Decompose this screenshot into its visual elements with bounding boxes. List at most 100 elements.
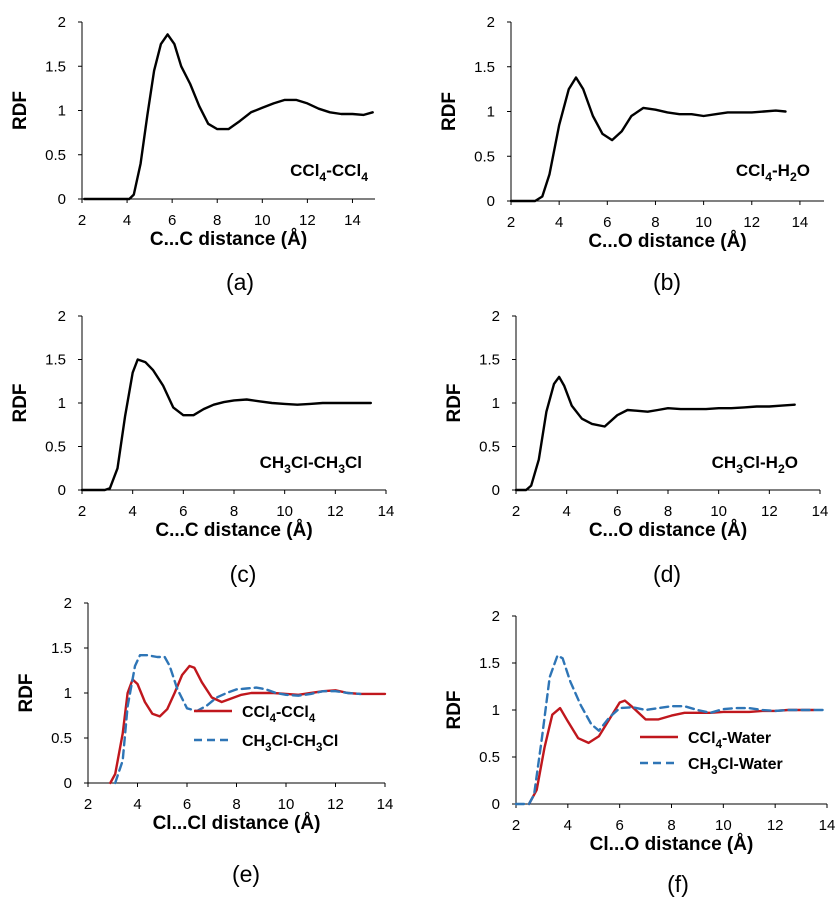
y-tick-label: 0.5 [51, 730, 72, 747]
x-tick-label: 10 [710, 503, 727, 520]
text-segment: Cl-CH [272, 733, 316, 750]
x-tick-label: 2 [512, 503, 520, 520]
legend-entry: CH3Cl-Water [688, 756, 783, 777]
y-tick-label: 2 [492, 308, 500, 325]
subscript-segment: 4 [361, 170, 368, 184]
panel-label: (b) [653, 269, 681, 295]
x-tick-label: 12 [299, 212, 316, 229]
text-segment: CCl [736, 161, 765, 180]
rdf-panel-c: 0 0.5 1 1.5 2 2 4 6 8 10 12 14 C...C distance (Å) RDF… [10, 308, 394, 587]
x-axis-label: C...C distance (Å) [155, 520, 312, 541]
rdf-panel-b: 0 0.5 1 1.5 2 2 4 6 8 10 12 14 C...O distance (Å) RDF… [439, 14, 824, 295]
y-tick-label: 1 [64, 685, 72, 702]
y-axis-label: RDF [16, 673, 37, 712]
series-line-1 [83, 33, 374, 201]
text-segment: CCl [242, 704, 270, 721]
text-segment: Cl-H [743, 453, 778, 472]
y-tick-label: 1 [58, 103, 66, 120]
pair-annotation: CH3Cl-H2O [712, 453, 798, 476]
x-tick-label: 4 [555, 214, 563, 231]
y-tick-label: 1 [58, 395, 66, 412]
pair-annotation: CCl4-CCl4 [290, 161, 368, 184]
text-segment: Cl [322, 733, 338, 750]
y-tick-label: 1.5 [474, 59, 495, 76]
text-segment: Cl-CH [291, 453, 338, 472]
x-tick-label: 6 [183, 796, 191, 813]
x-tick-label: 10 [695, 214, 712, 231]
x-tick-label: 14 [377, 796, 394, 813]
pair-annotation: CH3Cl-CH3Cl [260, 453, 362, 476]
rdf-panel-a: 0 0.5 1 1.5 2 2 4 6 8 10 12 14 C...C distance (Å) RDF… [10, 14, 375, 295]
y-tick-label: 0 [492, 796, 500, 813]
x-tick-label: 14 [819, 817, 836, 834]
y-axis-label: RDF [444, 690, 465, 729]
subscript-segment: 4 [765, 170, 772, 184]
y-tick-label: 0.5 [45, 439, 66, 456]
y-tick-label: 0 [492, 482, 500, 499]
text-segment: CH [260, 453, 285, 472]
x-tick-label: 4 [133, 796, 141, 813]
series-line-1 [80, 358, 372, 492]
text-segment: CCl [688, 730, 716, 747]
subscript-segment: 4 [309, 713, 316, 725]
x-tick-label: 10 [715, 817, 732, 834]
x-tick-label: 8 [664, 503, 672, 520]
y-tick-label: 0.5 [474, 148, 495, 165]
text-segment: CH [242, 733, 265, 750]
x-tick-label: 10 [276, 503, 293, 520]
x-tick-label: 2 [78, 212, 86, 229]
x-tick-label: 2 [507, 214, 515, 231]
subscript-segment: 3 [338, 462, 345, 476]
rdf-panel-f: 0 0.5 1 1.5 2 2 4 6 8 10 12 14 Cl...O distance (Å) RD… [444, 608, 835, 897]
legend-entry: CH3Cl-CH3Cl [242, 733, 338, 754]
text-segment: -CCl [276, 704, 309, 721]
subscript-segment: 3 [265, 742, 271, 754]
y-tick-label: 1 [492, 702, 500, 719]
series-line-1 [527, 699, 816, 806]
x-tick-label: 8 [213, 212, 221, 229]
series-line-2 [514, 654, 829, 806]
x-tick-label: 8 [651, 214, 659, 231]
x-tick-label: 14 [812, 503, 829, 520]
y-tick-label: 0.5 [479, 439, 500, 456]
y-tick-label: 1.5 [51, 640, 72, 657]
text-segment: -H [772, 161, 790, 180]
y-axis-label: RDF [439, 92, 460, 131]
rdf-panel-e: 0 0.5 1 1.5 2 2 4 6 8 10 12 14 Cl...Cl distance (Å) R… [16, 595, 393, 887]
x-tick-label: 6 [603, 214, 611, 231]
x-tick-label: 6 [615, 817, 623, 834]
y-tick-label: 2 [58, 14, 66, 31]
y-tick-label: 2 [58, 308, 66, 325]
x-tick-label: 14 [344, 212, 361, 229]
x-tick-label: 6 [613, 503, 621, 520]
y-axis-label: RDF [10, 91, 31, 130]
text-segment: O [785, 453, 798, 472]
x-tick-label: 12 [761, 503, 778, 520]
x-tick-label: 2 [84, 796, 92, 813]
legend-entry: CCl4-Water [688, 730, 771, 751]
y-tick-label: 0 [64, 775, 72, 792]
y-tick-label: 1.5 [479, 352, 500, 369]
y-tick-label: 1 [487, 104, 495, 121]
x-axis-label: C...C distance (Å) [150, 229, 307, 250]
x-tick-label: 12 [743, 214, 760, 231]
x-tick-label: 12 [327, 796, 344, 813]
x-tick-label: 8 [667, 817, 675, 834]
y-tick-label: 1.5 [45, 58, 66, 75]
x-tick-label: 2 [512, 817, 520, 834]
panel-label: (e) [232, 861, 260, 887]
panel-label: (d) [653, 561, 681, 587]
series-line-1 [509, 76, 787, 203]
y-tick-label: 0 [58, 482, 66, 499]
legend: CCl4-Water CH3Cl-Water [640, 730, 783, 777]
subscript-segment: 2 [790, 170, 797, 184]
subscript-segment: 4 [319, 170, 326, 184]
x-axis-label: Cl...Cl distance (Å) [153, 813, 321, 834]
subscript-segment: 3 [284, 462, 291, 476]
x-tick-label: 10 [278, 796, 295, 813]
y-axis-label: RDF [10, 383, 31, 422]
panel-label: (c) [230, 561, 257, 587]
x-tick-label: 14 [792, 214, 809, 231]
